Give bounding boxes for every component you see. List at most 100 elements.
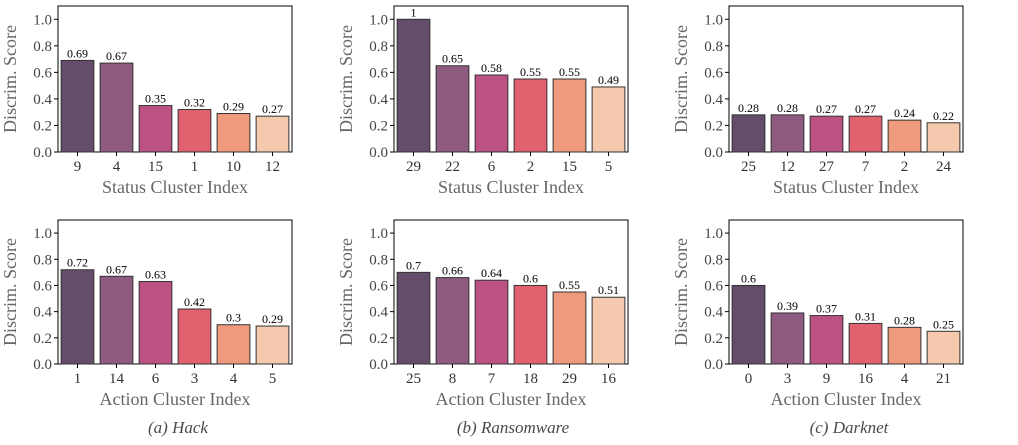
y-tick-label: 0.2 [704, 331, 723, 347]
bar-value-label: 0.6 [523, 271, 538, 285]
bar-value-label: 0.51 [598, 283, 619, 297]
bar [731, 284, 766, 365]
bar-value-label: 0.32 [184, 96, 205, 110]
bar [435, 277, 470, 365]
y-tick-label: 1.0 [369, 226, 388, 242]
x-axis-label: Status Cluster Index [773, 177, 919, 197]
bar-value-label: 0.28 [738, 101, 759, 115]
x-tick-label: 5 [605, 159, 613, 175]
x-tick-label: 4 [230, 371, 238, 387]
bar-value-label: 0.42 [184, 295, 205, 309]
bar-value-label: 0.35 [145, 92, 166, 106]
bar [591, 86, 626, 153]
bar [60, 59, 95, 153]
bar [474, 279, 509, 365]
bar-value-label: 0.6 [741, 271, 756, 285]
bar-value-label: 0.27 [855, 102, 876, 116]
y-tick-label: 0.8 [704, 252, 723, 268]
y-tick-label: 0.6 [33, 278, 52, 294]
x-tick-label: 15 [562, 159, 577, 175]
bar-value-label: 0.55 [559, 65, 580, 79]
y-tick-label: 0.2 [369, 331, 388, 347]
bar-value-label: 0.29 [223, 100, 244, 114]
x-tick-label: 2 [527, 159, 535, 175]
bar-value-label: 0.58 [481, 61, 502, 75]
y-tick-label: 0.0 [369, 357, 388, 373]
x-tick-label: 21 [936, 371, 951, 387]
x-tick-label: 12 [780, 159, 795, 175]
bar [770, 312, 805, 365]
panel-action-3: 0.0 0.2 0.4 0.6 0.8 1.0 Discrim. Score 0.6 0 0.39… [671, 219, 964, 409]
y-tick-label: 0.0 [33, 357, 52, 373]
y-tick-label: 0.4 [704, 92, 723, 108]
y-tick-label: 1.0 [33, 12, 52, 28]
panel-status-3: 0.0 0.2 0.4 0.6 0.8 1.0 Discrim. Score 0.28 25 0.… [671, 5, 964, 197]
axes-frame [728, 219, 964, 365]
x-tick-label: 16 [858, 371, 874, 387]
bar [396, 18, 431, 153]
bar-value-label: 0.28 [894, 313, 915, 327]
y-tick-label: 0.6 [704, 278, 723, 294]
bar [255, 325, 290, 365]
x-tick-label: 4 [113, 159, 121, 175]
bar [809, 115, 844, 153]
x-tick-label: 22 [445, 159, 460, 175]
x-tick-label: 25 [406, 371, 421, 387]
caption-hack: (a) Hack [148, 418, 208, 437]
y-axis-label: Discrim. Score [671, 25, 691, 133]
bar [60, 269, 95, 365]
bar-value-label: 0.31 [855, 309, 876, 323]
bar [926, 330, 961, 365]
bar [848, 322, 883, 365]
y-tick-label: 0.4 [33, 305, 52, 321]
x-tick-label: 16 [601, 371, 617, 387]
x-tick-label: 9 [823, 371, 831, 387]
bar [138, 105, 173, 153]
y-tick-label: 0.6 [369, 278, 388, 294]
y-tick-label: 0.8 [33, 39, 52, 55]
y-axis-label: Discrim. Score [336, 238, 356, 346]
bar-value-label: 0.27 [262, 102, 283, 116]
x-tick-label: 29 [406, 159, 421, 175]
bar-value-label: 0.3 [226, 311, 241, 325]
x-tick-label: 1 [74, 371, 82, 387]
bar-value-label: 0.24 [894, 106, 915, 120]
axes-frame [393, 219, 629, 365]
panel-action-2: 0.0 0.2 0.4 0.6 0.8 1.0 Discrim. Score 0.7 25 0.6… [336, 219, 629, 409]
bar-value-label: 0.7 [406, 258, 421, 272]
bar-value-label: 0.29 [262, 312, 283, 326]
bar-value-label: 0.27 [816, 102, 837, 116]
x-tick-label: 9 [74, 159, 82, 175]
y-tick-label: 0.0 [704, 357, 723, 373]
x-axis-label: Status Cluster Index [438, 177, 584, 197]
x-axis-label: Action Cluster Index [100, 389, 251, 409]
y-tick-label: 0.4 [369, 92, 388, 108]
bar [99, 62, 134, 153]
bar [255, 115, 290, 153]
y-tick-label: 0.4 [369, 305, 388, 321]
bar [435, 65, 470, 153]
y-tick-label: 0.6 [369, 65, 388, 81]
bar-value-label: 0.22 [933, 109, 954, 123]
bar-value-label: 0.39 [777, 299, 798, 313]
x-tick-label: 4 [901, 371, 909, 387]
bar-value-label: 0.55 [520, 65, 541, 79]
y-axis-label: Discrim. Score [0, 238, 20, 346]
x-tick-label: 3 [191, 371, 199, 387]
bar [138, 281, 173, 365]
bar [731, 114, 766, 153]
x-tick-label: 8 [449, 371, 457, 387]
y-tick-label: 0.2 [33, 331, 52, 347]
caption-darknet: (c) Darknet [809, 418, 889, 437]
y-tick-label: 0.4 [704, 305, 723, 321]
bar-value-label: 0.72 [67, 256, 88, 270]
axes-frame [393, 5, 629, 153]
x-tick-label: 6 [152, 371, 160, 387]
bar-value-label: 0.25 [933, 317, 954, 331]
bar-value-label: 0.64 [481, 266, 502, 280]
x-tick-label: 25 [741, 159, 756, 175]
x-tick-label: 18 [523, 371, 538, 387]
y-tick-label: 0.0 [33, 145, 52, 161]
x-tick-label: 27 [819, 159, 835, 175]
